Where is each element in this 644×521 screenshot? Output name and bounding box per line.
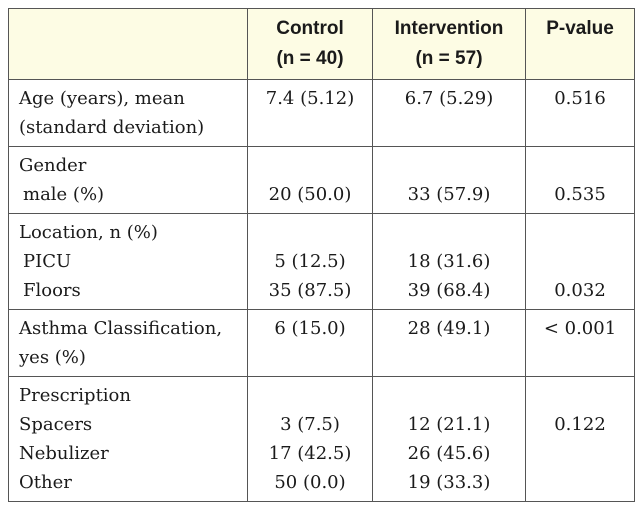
location-label: Location, n (%): [19, 222, 158, 243]
location-control-floors: 35 (87.5): [268, 280, 352, 301]
header-empty-cell: [8, 8, 248, 80]
prescription-intervention-spacers: 12 (21.1): [407, 414, 491, 435]
header-control: Control (n = 40): [247, 8, 373, 80]
prescription-control: 3 (7.5) 17 (42.5) 50 (0.0): [247, 376, 373, 502]
location-label-cell: Location, n (%) PICU Floors: [8, 213, 248, 310]
gender-control: 20 (50.0): [247, 146, 373, 214]
gender-pvalue-value: 0.535: [554, 184, 606, 205]
location-intervention-floors: 39 (68.4): [407, 280, 491, 301]
gender-intervention-value: 33 (57.9): [407, 184, 491, 205]
age-label-cell: Age (years), mean (standard deviation): [8, 79, 248, 147]
prescription-label: Prescription: [19, 385, 131, 406]
gender-pvalue: 0.535: [525, 146, 635, 214]
asthma-pvalue: < 0.001: [525, 309, 635, 377]
prescription-intervention-other: 19 (33.3): [407, 472, 491, 493]
prescription-label-cell: Prescription Spacers Nebulizer Other: [8, 376, 248, 502]
location-sub-picu: PICU: [23, 251, 72, 272]
location-sub-floors: Floors: [23, 280, 81, 301]
prescription-sub-spacers: Spacers: [19, 414, 93, 435]
location-control: 5 (12.5) 35 (87.5): [247, 213, 373, 310]
location-pvalue-value: 0.032: [554, 280, 606, 301]
asthma-intervention-value: 28 (49.1): [407, 318, 491, 339]
gender-intervention: 33 (57.9): [372, 146, 526, 214]
table-row-location: Location, n (%) PICU Floors 5 (12.5) 35 …: [8, 213, 635, 310]
location-pvalue: 0.032: [525, 213, 635, 310]
gender-control-value: 20 (50.0): [268, 184, 352, 205]
asthma-label-sub: yes (%): [19, 347, 86, 368]
gender-label-sub: male (%): [23, 184, 105, 205]
table-row-asthma: Asthma Classification, yes (%) 6 (15.0) …: [8, 309, 635, 377]
prescription-intervention-nebulizer: 26 (45.6): [407, 443, 491, 464]
prescription-control-spacers: 3 (7.5): [280, 414, 340, 435]
gender-label: Gender: [19, 155, 87, 176]
header-pvalue: P-value: [525, 8, 635, 80]
age-pvalue-value: 0.516: [554, 88, 606, 109]
asthma-control: 6 (15.0): [247, 309, 373, 377]
age-pvalue: 0.516: [525, 79, 635, 147]
prescription-control-nebulizer: 17 (42.5): [268, 443, 352, 464]
age-label-sub: (standard deviation): [19, 117, 205, 138]
asthma-intervention: 28 (49.1): [372, 309, 526, 377]
header-control-n: (n = 40): [276, 48, 344, 69]
location-intervention: 18 (31.6) 39 (68.4): [372, 213, 526, 310]
location-control-picu: 5 (12.5): [274, 251, 346, 272]
demographics-table: Control (n = 40) Intervention (n = 57) P…: [8, 8, 635, 502]
location-intervention-picu: 18 (31.6): [407, 251, 491, 272]
asthma-label-cell: Asthma Classification, yes (%): [8, 309, 248, 377]
header-intervention: Intervention (n = 57): [372, 8, 526, 80]
header-row: Control (n = 40) Intervention (n = 57) P…: [8, 8, 635, 80]
header-intervention-n: (n = 57): [415, 48, 483, 69]
header-control-label: Control: [276, 18, 344, 39]
prescription-sub-nebulizer: Nebulizer: [19, 443, 109, 464]
prescription-sub-other: Other: [19, 472, 72, 493]
prescription-pvalue-value: 0.122: [554, 414, 606, 435]
header-pvalue-label: P-value: [546, 18, 614, 39]
prescription-intervention: 12 (21.1) 26 (45.6) 19 (33.3): [372, 376, 526, 502]
table-wrapper: Control (n = 40) Intervention (n = 57) P…: [8, 8, 635, 502]
prescription-control-other: 50 (0.0): [274, 472, 346, 493]
table-row-prescription: Prescription Spacers Nebulizer Other 3 (…: [8, 376, 635, 502]
gender-label-cell: Gender male (%): [8, 146, 248, 214]
table-row-age: Age (years), mean (standard deviation) 7…: [8, 79, 635, 147]
age-control-value: 7.4 (5.12): [265, 88, 355, 109]
age-control: 7.4 (5.12): [247, 79, 373, 147]
asthma-label: Asthma Classification,: [19, 318, 223, 339]
asthma-control-value: 6 (15.0): [274, 318, 346, 339]
age-label: Age (years), mean: [19, 88, 185, 109]
age-intervention-value: 6.7 (5.29): [404, 88, 494, 109]
asthma-pvalue-value: < 0.001: [543, 318, 617, 339]
age-intervention: 6.7 (5.29): [372, 79, 526, 147]
header-intervention-label: Intervention: [394, 18, 504, 39]
prescription-pvalue: 0.122: [525, 376, 635, 502]
table-row-gender: Gender male (%) 20 (50.0) 33 (57.9) 0.53…: [8, 146, 635, 214]
